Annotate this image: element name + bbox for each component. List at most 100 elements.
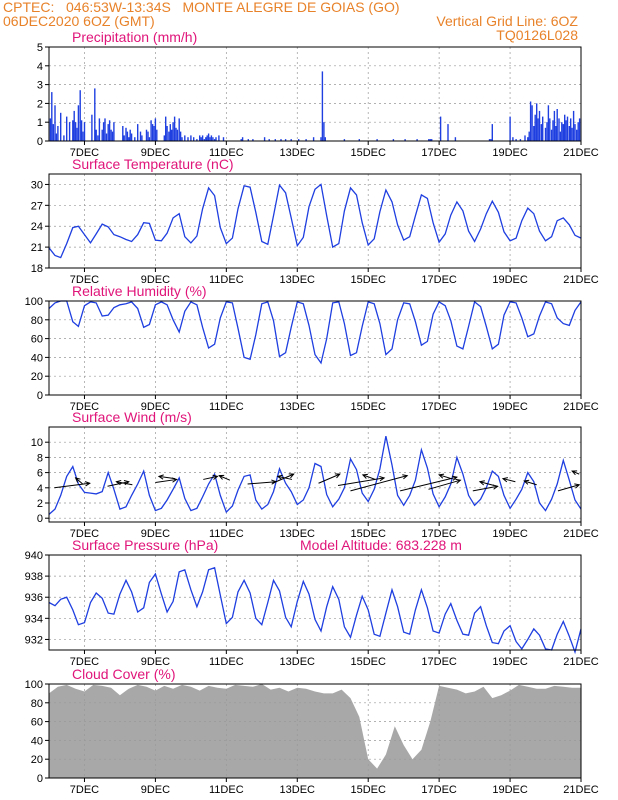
precip-bar [166, 126, 168, 141]
precip-bar [173, 116, 176, 141]
wind-arrow-head [115, 479, 122, 486]
x-tick-label: 21DEC [563, 656, 599, 668]
x-tick-label: 11DEC [209, 528, 244, 540]
precip-bar [552, 120, 554, 141]
wind-arrow-head [288, 473, 295, 479]
precip-bar [323, 122, 325, 141]
x-tick-label: 9DEC [141, 784, 170, 796]
y-tick-label: 8 [37, 452, 43, 464]
y-tick-label: 60 [31, 334, 43, 346]
precip-bar [80, 120, 83, 141]
wind-arrow-head [574, 483, 581, 489]
y-tick-label: 0 [37, 136, 43, 148]
precip-bar [376, 139, 378, 141]
precip-bar [320, 137, 322, 141]
precip-bar [73, 110, 75, 141]
x-tick-label: 17DEC [421, 401, 457, 413]
precip-bar [576, 129, 578, 141]
x-tick-label: 21DEC [563, 274, 599, 286]
x-tick-label: 7DEC [70, 147, 99, 159]
wind-arrow-head [501, 477, 508, 483]
wind-arrow-shaft [428, 479, 461, 490]
precip-bar [429, 139, 431, 141]
y-tick-label: 20 [31, 754, 43, 766]
y-tick-label: 936 [25, 592, 43, 604]
x-tick-label: 21DEC [563, 528, 599, 540]
y-tick-label: 80 [31, 315, 43, 327]
precip-bar [187, 137, 189, 141]
y-tick-label: 932 [25, 634, 43, 646]
precip-bar [572, 110, 575, 141]
precip-bar [206, 135, 208, 141]
precip-bar [531, 105, 533, 141]
precip-bar [568, 126, 570, 141]
precip-bar [72, 120, 74, 141]
x-tick-label: 19DEC [492, 274, 528, 286]
rh-series-line [48, 300, 582, 365]
precip-bar [280, 139, 282, 141]
precip-bar [57, 126, 59, 141]
precip-bar [172, 122, 174, 141]
precip-bar [544, 127, 547, 141]
wind-arrow-shaft [158, 475, 175, 480]
precip-bar [312, 137, 315, 141]
x-tick-label: 7DEC [70, 528, 99, 540]
precip-bar [199, 135, 201, 141]
precip-bar [574, 124, 576, 141]
precip-bar [488, 139, 491, 141]
wind-arrow-shaft [350, 475, 408, 492]
x-tick-label: 7DEC [70, 401, 99, 413]
precip-bar [175, 127, 177, 141]
precip-bar [564, 114, 566, 141]
precip-bar [324, 137, 326, 141]
precip-bar [416, 139, 418, 141]
pressure-panel-frame [48, 554, 582, 651]
y-tick-label: 2 [37, 98, 43, 110]
temp-panel-frame [48, 173, 582, 269]
precip-bar [97, 135, 99, 141]
precip-bar [537, 118, 539, 141]
precip-bar [252, 139, 254, 141]
cloud-cover-area [49, 684, 581, 778]
y-tick-label: 940 [25, 550, 43, 562]
wind-arrow-head [492, 484, 499, 490]
precip-bar [139, 131, 142, 141]
precip-bar [94, 88, 96, 141]
precip-bar [145, 129, 148, 141]
x-tick-label: 13DEC [280, 401, 316, 413]
y-tick-label: 40 [31, 735, 43, 747]
precip-bar [156, 129, 158, 141]
precip-bar [212, 137, 214, 141]
precip-bar [205, 137, 207, 141]
x-tick-label: 11DEC [209, 784, 244, 796]
cloud-title: Cloud Cover (%) [72, 666, 175, 682]
wind-series-line [48, 435, 582, 515]
wind-arrow-shaft [219, 475, 231, 481]
precip-bar [137, 124, 139, 141]
wind-arrow-shaft [571, 470, 580, 475]
precip-bar [77, 105, 80, 141]
precip-bar [82, 131, 84, 141]
precip-bar [241, 137, 244, 141]
x-tick-label: 11DEC [209, 147, 244, 159]
x-tick-label: 17DEC [421, 528, 457, 540]
precip-bar [305, 139, 307, 141]
wind-arrow-head [571, 470, 578, 476]
x-tick-label: 9DEC [141, 401, 170, 413]
wind-arrow-shaft [107, 481, 129, 487]
precip-bar [491, 124, 493, 141]
precip-bar [284, 139, 287, 141]
x-tick-label: 9DEC [141, 656, 170, 668]
precip-bar [561, 122, 563, 141]
wind-arrow-shaft [479, 481, 495, 487]
x-tick-label: 15DEC [350, 401, 386, 413]
x-tick-label: 7DEC [70, 656, 99, 668]
x-tick-label: 7DEC [70, 784, 99, 796]
y-tick-label: 6 [37, 468, 43, 480]
precip-bar [55, 133, 58, 141]
precip-bar [550, 129, 553, 141]
precip-bar [83, 122, 86, 141]
precip-bar [542, 116, 544, 141]
precip-bar [179, 131, 182, 141]
